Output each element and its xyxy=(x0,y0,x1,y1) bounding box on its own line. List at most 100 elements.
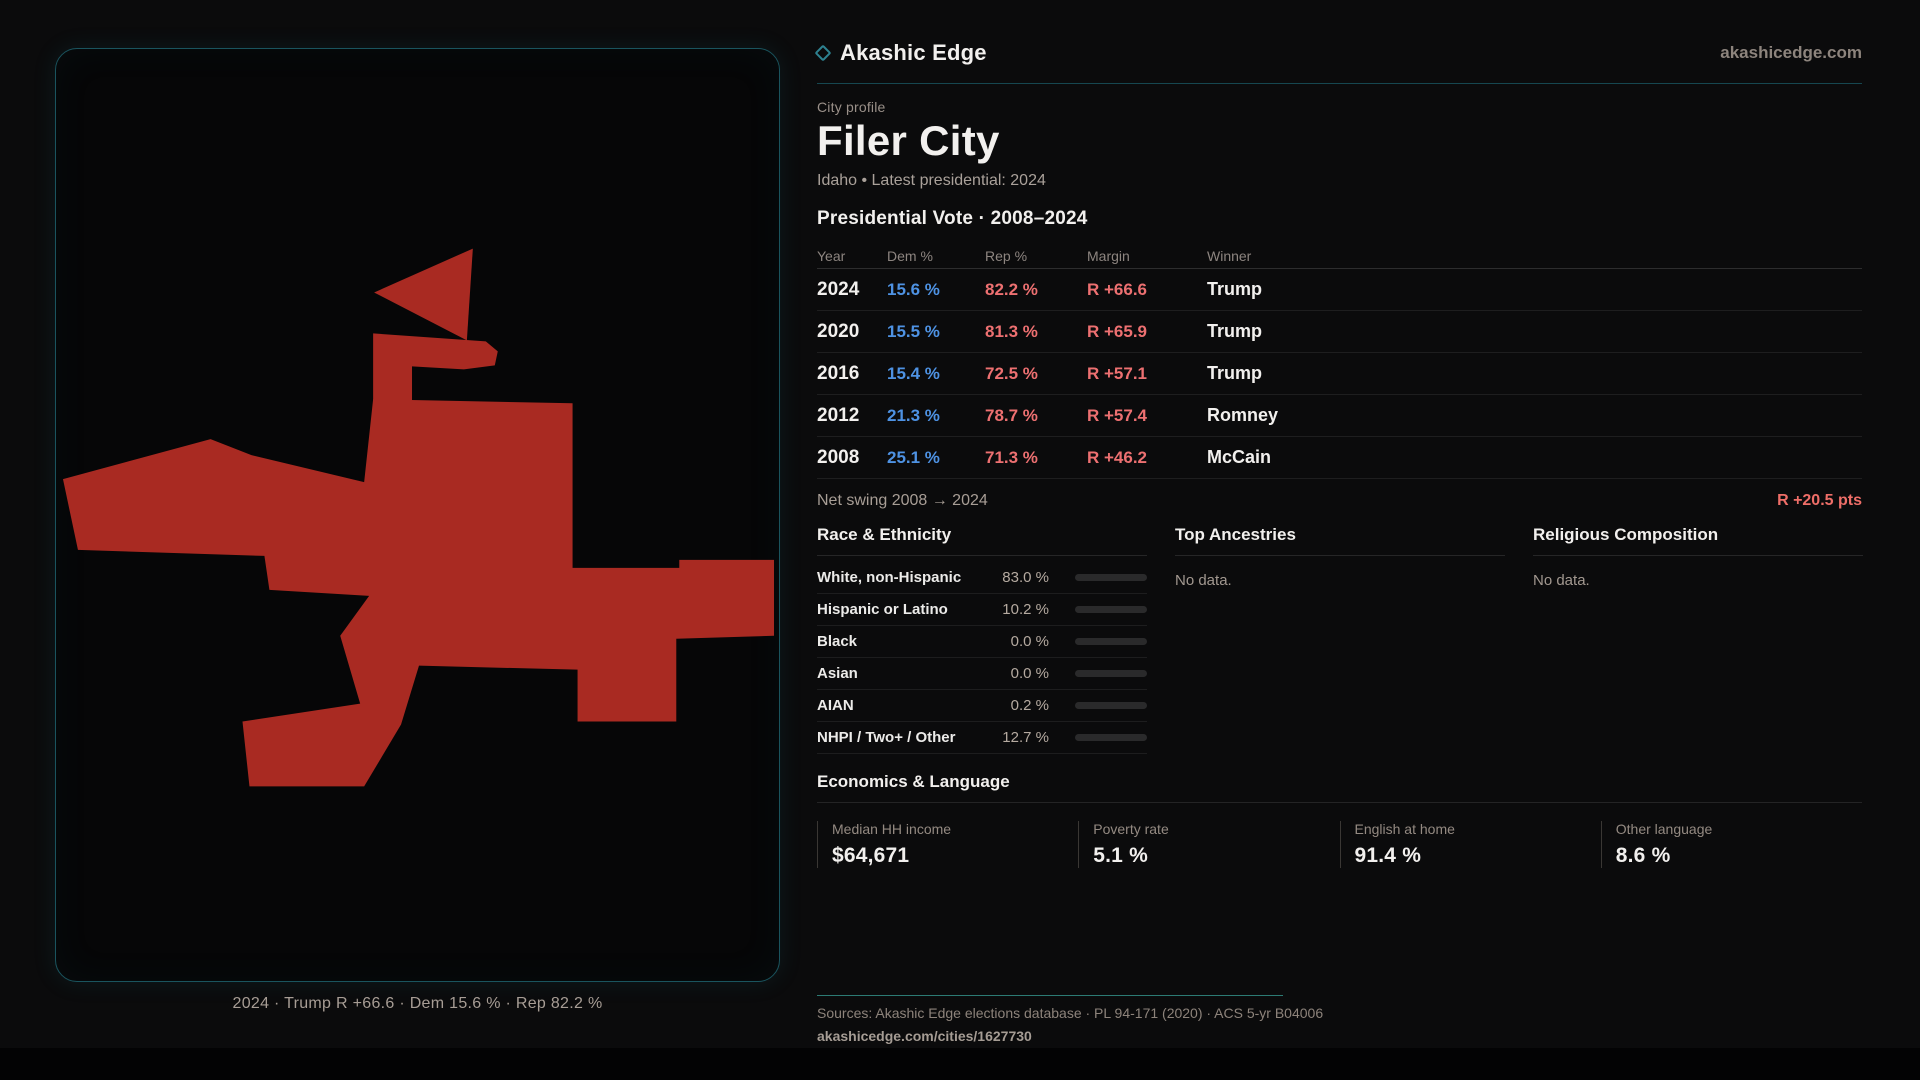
cell-dem-pct: 15.5 % xyxy=(887,321,940,341)
bottom-strip xyxy=(0,1048,1920,1080)
stat-label: English at home xyxy=(1354,821,1455,837)
cell-winner: Romney xyxy=(1207,405,1279,425)
city-boundary-map xyxy=(62,248,775,787)
cell-winner: Trump xyxy=(1207,363,1263,383)
cell-year: 2008 xyxy=(817,446,860,468)
stat-other-language: Other language 8.6 % xyxy=(1600,821,1862,868)
cell-rep-pct: 81.3 % xyxy=(985,321,1038,341)
cell-dem-pct: 15.6 % xyxy=(887,279,940,299)
footer-sources: Sources: Akashic Edge elections database… xyxy=(817,1005,1324,1021)
page-title: Filer City xyxy=(817,117,1000,164)
race-row: White, non-Hispanic 83.0 % xyxy=(817,556,1147,594)
race-value: 0.0 % xyxy=(1010,633,1049,650)
vote-table: Year Dem % Rep % Margin Winner 2024 15.6… xyxy=(817,243,1862,479)
city-shape-polygon xyxy=(62,399,775,787)
diamond-icon xyxy=(814,44,832,62)
economics-section: Economics & Language Median HH income $6… xyxy=(817,772,1862,868)
table-header-row: Year Dem % Rep % Margin Winner xyxy=(817,243,1862,269)
ancestries-title: Top Ancestries xyxy=(1175,525,1505,556)
race-bar xyxy=(1075,606,1147,613)
stat-median-income: Median HH income $64,671 xyxy=(817,821,1078,868)
race-row: NHPI / Two+ / Other 12.7 % xyxy=(817,722,1147,754)
cell-year: 2012 xyxy=(817,404,860,426)
race-label: White, non-Hispanic xyxy=(817,569,962,586)
race-bar xyxy=(1075,574,1147,581)
ancestries-empty-state: No data. xyxy=(1175,572,1232,589)
cell-winner: Trump xyxy=(1207,321,1263,341)
stat-label: Other language xyxy=(1615,821,1713,837)
map-panel xyxy=(55,48,780,982)
footer-divider xyxy=(817,995,1283,996)
ancestries-column: Top Ancestries No data. xyxy=(1175,525,1505,754)
race-value: 0.2 % xyxy=(1010,697,1049,714)
col-header-winner: Winner xyxy=(1207,247,1252,264)
brand-domain-link[interactable]: akashicedge.com xyxy=(1720,43,1862,62)
religion-column: Religious Composition No data. xyxy=(1533,525,1863,754)
race-value: 0.0 % xyxy=(1010,665,1049,682)
net-swing-row: Net swing 2008 → 2024 R +20.5 pts xyxy=(817,492,1862,510)
cell-rep-pct: 78.7 % xyxy=(985,405,1038,425)
stat-value: $64,671 xyxy=(832,844,910,867)
stat-poverty-rate: Poverty rate 5.1 % xyxy=(1078,821,1339,868)
brand: Akashic Edge xyxy=(814,40,987,66)
footer-permalink-link[interactable]: akashicedge.com/cities/1627730 xyxy=(817,1028,1032,1044)
race-label: AIAN xyxy=(817,697,854,714)
table-row: 2024 15.6 % 82.2 % R +66.6 Trump xyxy=(817,269,1862,311)
cell-dem-pct: 15.4 % xyxy=(887,363,940,383)
vote-table-title: Presidential Vote · 2008–2024 xyxy=(817,208,1088,229)
cell-year: 2024 xyxy=(817,278,860,300)
race-row: AIAN 0.2 % xyxy=(817,690,1147,722)
eyebrow-label: City profile xyxy=(817,99,886,115)
race-column: Race & Ethnicity White, non-Hispanic 83.… xyxy=(817,525,1147,754)
table-row: 2012 21.3 % 78.7 % R +57.4 Romney xyxy=(817,395,1862,437)
demographics-section: Race & Ethnicity White, non-Hispanic 83.… xyxy=(817,525,1863,754)
cell-margin: R +46.2 xyxy=(1087,447,1148,467)
cell-margin: R +57.4 xyxy=(1087,405,1148,425)
cell-winner: Trump xyxy=(1207,279,1263,299)
table-row: 2020 15.5 % 81.3 % R +65.9 Trump xyxy=(817,311,1862,353)
race-row: Black 0.0 % xyxy=(817,626,1147,658)
race-bar xyxy=(1075,670,1147,677)
stat-value: 5.1 % xyxy=(1093,844,1148,867)
stat-value: 91.4 % xyxy=(1354,844,1422,867)
race-rows: White, non-Hispanic 83.0 % Hispanic or L… xyxy=(817,556,1147,754)
race-value: 83.0 % xyxy=(1002,569,1049,586)
race-title: Race & Ethnicity xyxy=(817,525,1147,556)
stat-label: Poverty rate xyxy=(1093,821,1169,837)
religion-empty-state: No data. xyxy=(1533,572,1590,589)
cell-rep-pct: 82.2 % xyxy=(985,279,1038,299)
cell-margin: R +57.1 xyxy=(1087,363,1148,383)
net-swing-value: R +20.5 pts xyxy=(1777,492,1862,509)
site-header: Akashic Edge akashicedge.com xyxy=(814,40,1862,84)
page-footer: Sources: Akashic Edge elections database… xyxy=(817,995,1862,1044)
stats-row: Median HH income $64,671 Poverty rate 5.… xyxy=(817,821,1862,868)
city-shape-band xyxy=(373,333,498,401)
cell-winner: McCain xyxy=(1207,447,1272,467)
cell-rep-pct: 71.3 % xyxy=(985,447,1038,467)
economics-title: Economics & Language xyxy=(817,772,1862,803)
col-header-rep: Rep % xyxy=(985,247,1028,264)
cell-dem-pct: 25.1 % xyxy=(887,447,940,467)
table-row: 2008 25.1 % 71.3 % R +46.2 McCain xyxy=(817,437,1862,479)
stat-value: 8.6 % xyxy=(1615,844,1671,867)
race-row: Hispanic or Latino 10.2 % xyxy=(817,594,1147,626)
cell-year: 2016 xyxy=(817,362,860,384)
race-value: 10.2 % xyxy=(1002,601,1049,618)
race-bar xyxy=(1075,638,1147,645)
map-caption: 2024 · Trump R +66.6 · Dem 15.6 % · Rep … xyxy=(232,995,603,1012)
race-label: Black xyxy=(817,633,858,650)
religion-title: Religious Composition xyxy=(1533,525,1863,556)
race-bar xyxy=(1075,734,1147,741)
stat-label: Median HH income xyxy=(832,821,952,837)
col-header-dem: Dem % xyxy=(887,247,933,264)
col-header-margin: Margin xyxy=(1087,247,1130,264)
race-label: Asian xyxy=(817,665,858,682)
cell-year: 2020 xyxy=(817,320,860,342)
brand-name: Akashic Edge xyxy=(840,40,987,65)
content-column: Akashic Edge akashicedge.com City profil… xyxy=(814,40,1863,868)
cell-rep-pct: 72.5 % xyxy=(985,363,1038,383)
cell-margin: R +65.9 xyxy=(1087,321,1148,341)
race-bar xyxy=(1075,702,1147,709)
net-swing-label: Net swing 2008 → 2024 xyxy=(817,492,988,509)
cell-margin: R +66.6 xyxy=(1087,279,1148,299)
